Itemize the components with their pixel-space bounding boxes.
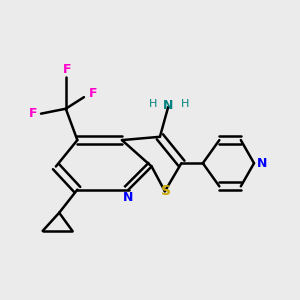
Text: F: F <box>28 107 37 120</box>
Text: H: H <box>181 99 189 109</box>
Text: H: H <box>149 99 158 109</box>
Text: N: N <box>123 191 134 204</box>
Text: F: F <box>89 87 98 101</box>
Text: N: N <box>163 99 173 112</box>
Text: S: S <box>160 184 170 198</box>
Text: F: F <box>63 63 72 76</box>
Text: N: N <box>257 157 268 170</box>
